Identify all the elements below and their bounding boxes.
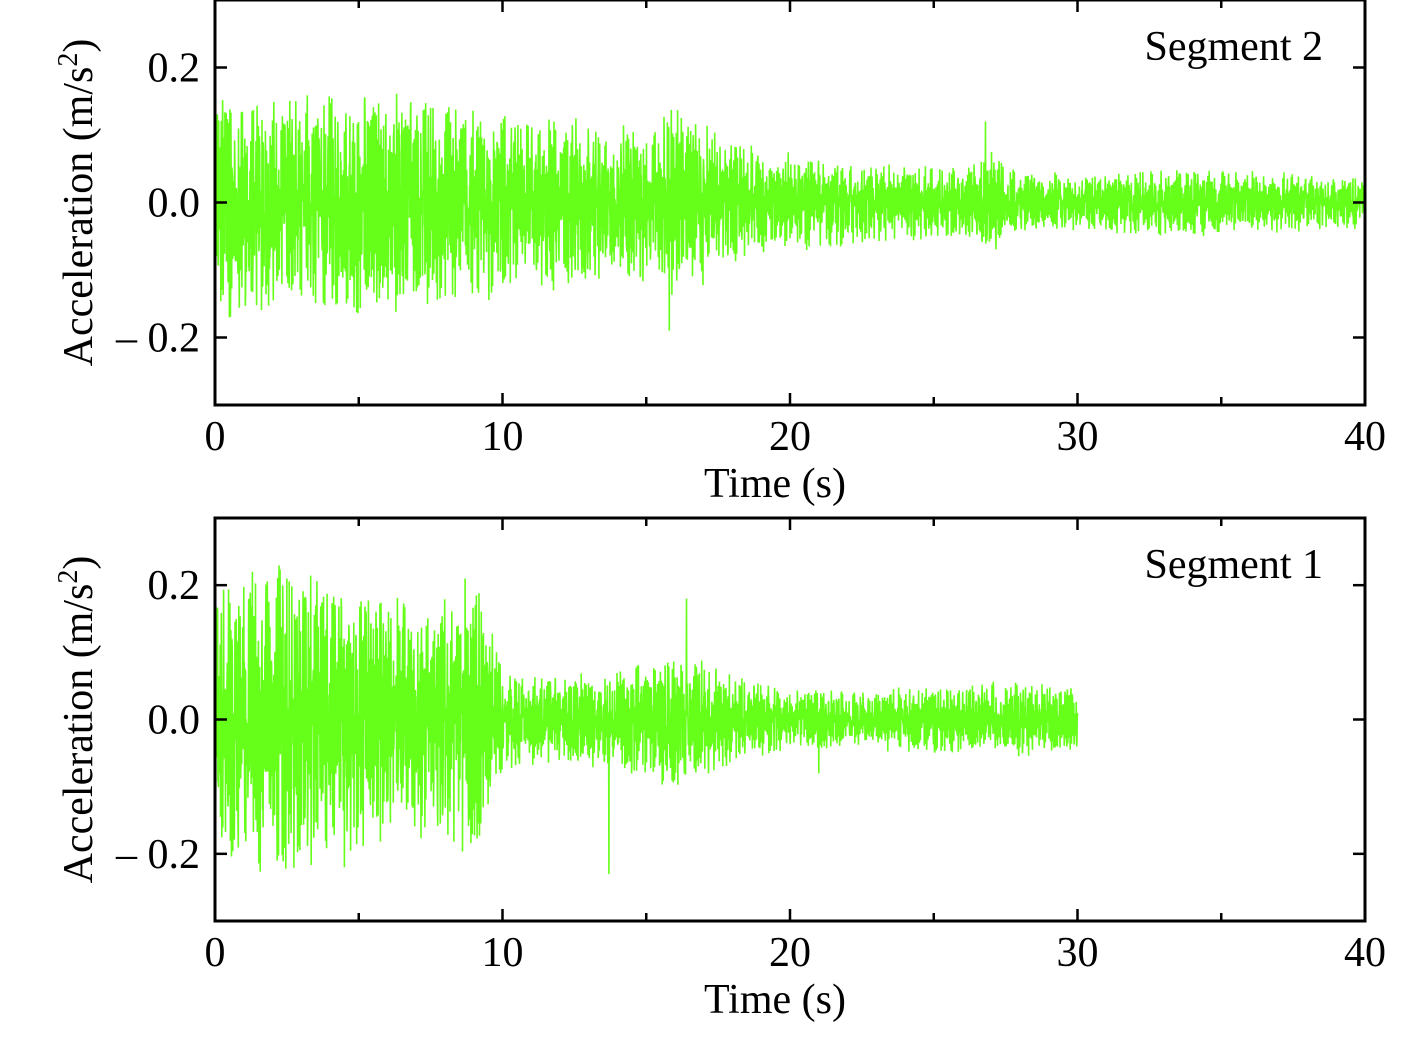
x-tick-label: 30 [1057, 414, 1099, 460]
x-axis-title: Time (s) [704, 977, 846, 1023]
y-axis-title: Acceleration (m/s2) [53, 556, 103, 884]
y-tick-label: 0.0 [148, 181, 201, 227]
x-tick-label: 30 [1057, 930, 1099, 976]
y-tick-label: – 0.2 [115, 316, 200, 362]
x-tick-label: 0 [205, 414, 226, 460]
panel-label: Segment 1 [1145, 542, 1323, 588]
signal-series-line [215, 93, 1365, 331]
x-axis-title: Time (s) [704, 461, 846, 507]
panel-label: Segment 2 [1145, 24, 1323, 70]
x-tick-label: 10 [482, 930, 524, 976]
x-tick-label: 40 [1344, 930, 1386, 976]
y-tick-label: 0.2 [148, 563, 201, 609]
signal-series-line [215, 565, 1079, 875]
panel-segment-1: 0 10 20 30 40 0.2 0.0 – 0.2 Time (s) Acceleration… [53, 516, 1386, 1023]
panel-segment-2: 0 10 20 30 40 0.2 0.0 – 0.2 Time (s) Acceleration… [53, 0, 1386, 507]
y-tick-label: – 0.2 [115, 832, 200, 878]
x-tick-label: 20 [769, 930, 811, 976]
y-tick-label: 0.0 [148, 698, 201, 744]
x-tick-label: 0 [205, 930, 226, 976]
x-tick-label: 40 [1344, 414, 1386, 460]
y-tick-label: 0.2 [148, 46, 201, 92]
x-tick-label: 20 [769, 414, 811, 460]
x-tick-label: 10 [482, 414, 524, 460]
y-axis-title: Acceleration (m/s2) [53, 39, 103, 367]
